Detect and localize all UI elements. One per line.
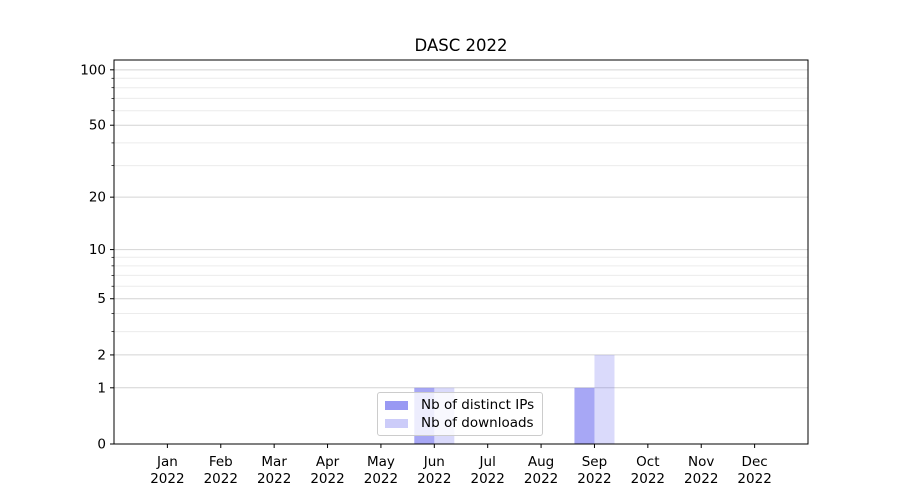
x-tick-label-month: Nov [688,454,714,470]
x-tick-label-month: Oct [636,454,659,470]
x-tick-label-month: Dec [742,454,768,470]
x-tick-label-year: 2022 [631,471,665,487]
x-tick-label-year: 2022 [471,471,505,487]
x-tick-label-year: 2022 [577,471,611,487]
y-tick-label: 50 [89,118,106,134]
x-tick-label-year: 2022 [257,471,291,487]
x-tick-label-year: 2022 [737,471,771,487]
legend-label: Nb of distinct IPs [421,397,535,413]
x-tick-label-year: 2022 [417,471,451,487]
legend: Nb of distinct IPs Nb of downloads [377,392,543,436]
x-tick-label-month: Feb [209,454,233,470]
chart-title: DASC 2022 [414,36,508,55]
y-tick-label: 5 [97,291,106,307]
legend-item: Nb of distinct IPs [385,396,534,414]
legend-label: Nb of downloads [421,415,534,431]
legend-swatch-distinct-ips [385,400,408,410]
y-tick-label: 2 [97,347,106,363]
x-tick-label-month: May [367,454,395,470]
x-tick-label-month: Apr [316,454,340,470]
x-tick-label-month: Jun [423,454,445,470]
x-tick-label-month: Aug [528,454,554,470]
x-tick-label-month: Jan [156,454,178,470]
y-tick-label: 1 [97,380,106,396]
x-tick-label-year: 2022 [524,471,558,487]
x-tick-label-year: 2022 [150,471,184,487]
plot-border [113,59,809,445]
x-tick-label-year: 2022 [684,471,718,487]
x-tick-label-year: 2022 [364,471,398,487]
y-tick-label: 20 [89,190,106,206]
y-tick-label: 0 [97,437,106,453]
y-tick-label: 100 [80,62,106,78]
x-tick-label-year: 2022 [310,471,344,487]
legend-item: Nb of downloads [385,414,534,432]
bar-distinct-ips [574,387,595,444]
y-tick-label: 10 [89,242,106,258]
x-tick-label-month: Sep [582,454,607,470]
x-tick-label-month: Jul [479,454,496,470]
x-tick-label-month: Mar [261,454,287,470]
x-tick-label-year: 2022 [204,471,238,487]
legend-swatch-downloads [385,418,408,428]
bar-downloads [594,354,615,444]
